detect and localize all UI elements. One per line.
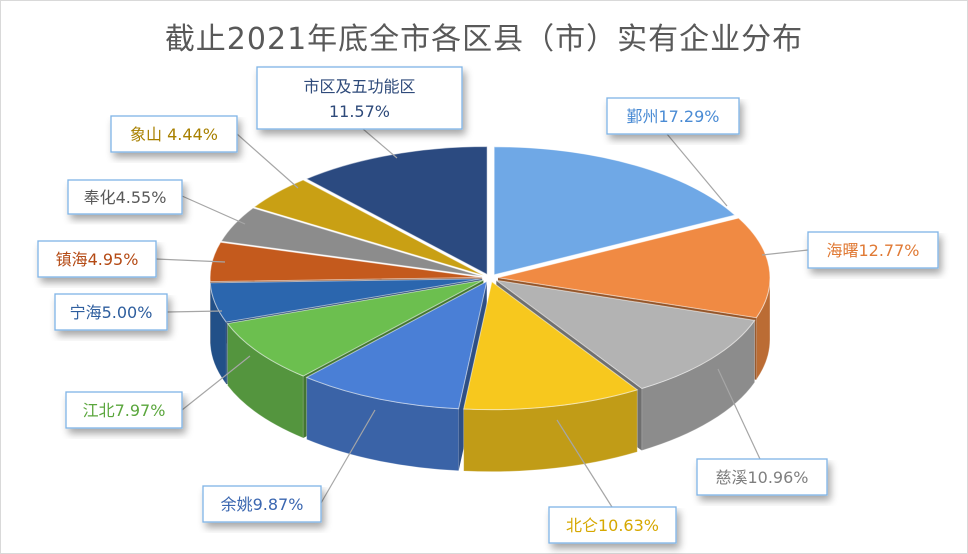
- data-label-text: 北仑10.63%: [566, 516, 659, 535]
- data-label-box: [110, 115, 238, 153]
- data-label-box: [65, 391, 183, 429]
- pie-slice-江北: [226, 279, 484, 377]
- pie-slice-宁海: [209, 278, 483, 323]
- leader-line-余姚: [320, 409, 376, 504]
- data-label-box: [202, 485, 322, 523]
- leader-line-镇海: [155, 258, 226, 263]
- leader-line-江北: [181, 355, 251, 411]
- data-label-box: [67, 179, 183, 215]
- leader-line-慈溪: [717, 368, 761, 460]
- data-label-text: 镇海4.95%: [56, 250, 139, 269]
- chart-title: 截止2021年底全市各区县（市）实有企业分布: [164, 22, 804, 57]
- data-label-text: 奉化4.55%: [84, 188, 167, 207]
- pie-slice-北仑: [463, 280, 639, 411]
- data-label-慈溪: 慈溪10.96%: [696, 458, 828, 496]
- data-label-box: [807, 231, 939, 269]
- data-label-镇海: 镇海4.95%: [37, 240, 157, 278]
- leader-line-鄞州: [666, 133, 728, 207]
- data-label-宁海: 宁海5.00%: [54, 293, 168, 331]
- leader-line-市区及五功能区: [362, 128, 398, 159]
- data-label-box: [696, 458, 828, 496]
- data-label-text: 海曙12.77%: [826, 241, 919, 260]
- pie-slice-象山: [253, 179, 485, 277]
- pie-slice-市区及五功能区: [305, 145, 488, 276]
- data-label-text: 宁海5.00%: [70, 303, 153, 322]
- data-label-box: [37, 240, 157, 278]
- data-label-box: [548, 506, 677, 544]
- leader-line-象山: [236, 133, 299, 189]
- data-label-box: [54, 293, 168, 331]
- pie-slice-海曙: [497, 217, 771, 319]
- data-label-text: 慈溪10.96%: [715, 468, 808, 487]
- data-label-海曙: 海曙12.77%: [807, 231, 939, 269]
- data-label-box: [256, 66, 463, 130]
- pie-slice-慈溪: [496, 279, 756, 390]
- data-label-value: 11.57%: [329, 102, 390, 121]
- data-label-象山: 象山 4.44%: [110, 115, 238, 153]
- data-label-余姚: 余姚9.87%: [202, 485, 322, 523]
- pie-slice-奉化: [220, 207, 483, 277]
- pie-slice-余姚: [305, 280, 488, 410]
- data-label-text: 余姚9.87%: [221, 495, 304, 514]
- data-label-鄞州: 鄞州17.29%: [606, 97, 740, 135]
- data-label-text: 象山 4.44%: [130, 125, 218, 144]
- data-label-box: [606, 97, 740, 135]
- pie-slice-鄞州: [493, 146, 736, 276]
- leader-line-宁海: [166, 310, 223, 313]
- data-label-北仑: 北仑10.63%: [548, 506, 677, 544]
- data-label-市区及五功能区: 市区及五功能区 11.57%: [256, 66, 463, 130]
- data-label-奉化: 奉化4.55%: [67, 179, 183, 215]
- leader-line-海曙: [761, 249, 809, 256]
- leader-line-北仑: [556, 419, 613, 508]
- leader-line-奉化: [181, 195, 246, 225]
- data-label-江北: 江北7.97%: [65, 391, 183, 429]
- data-label-text: 江北7.97%: [83, 401, 166, 420]
- data-label-text: 鄞州17.29%: [626, 107, 719, 126]
- data-label-name: 市区及五功能区: [303, 77, 415, 96]
